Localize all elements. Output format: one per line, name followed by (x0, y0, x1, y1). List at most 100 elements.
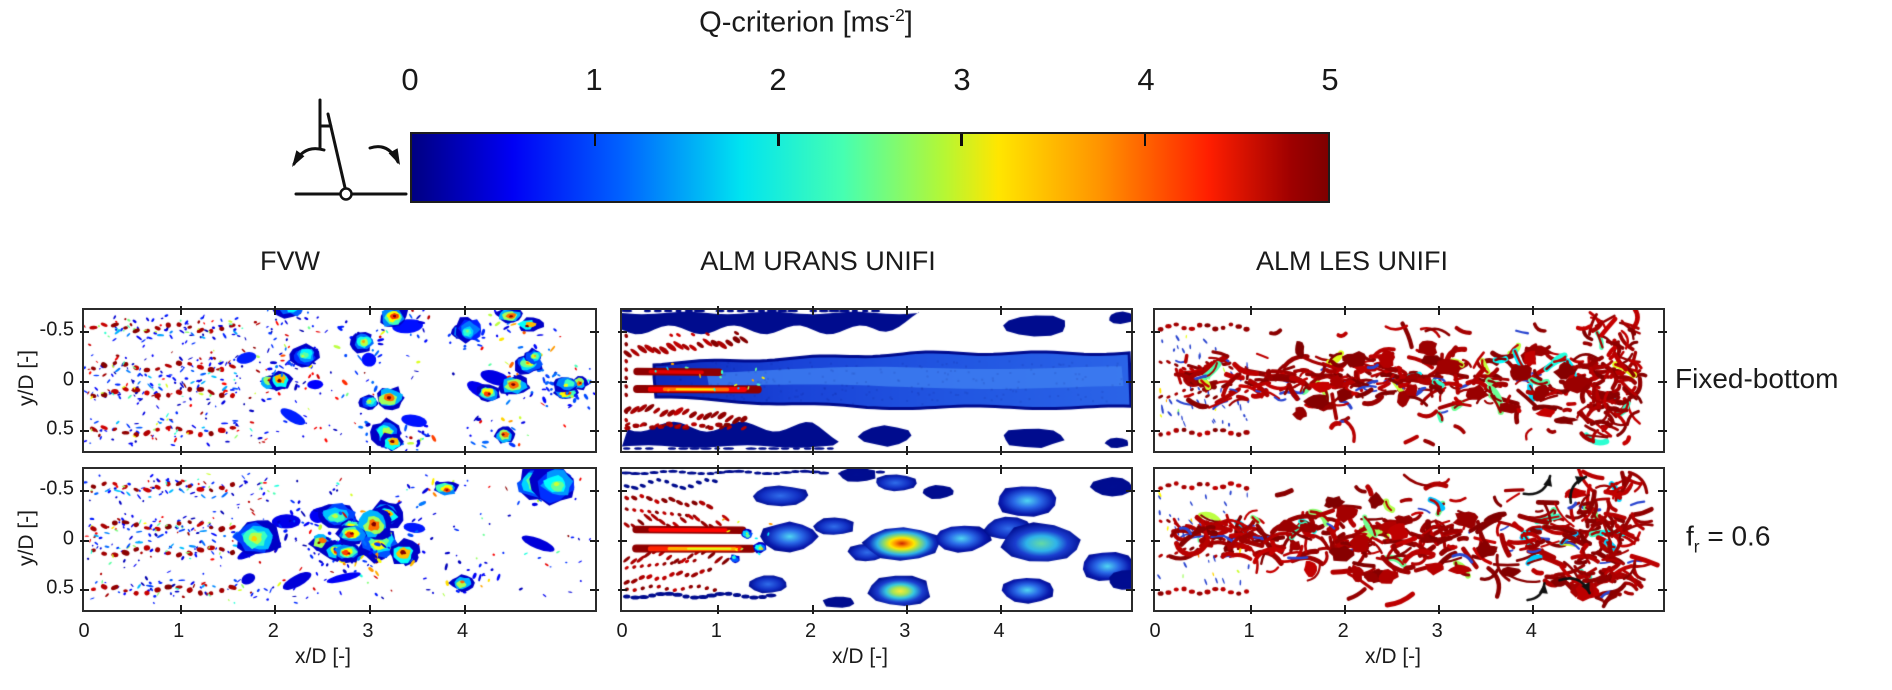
axis-tick (179, 446, 182, 455)
heatmap-urans-fixed-bottom (622, 310, 1131, 451)
colorbar-title-text: Q-criterion [ms (699, 6, 890, 39)
axis-tick (1532, 605, 1535, 614)
axis-tick (80, 489, 89, 492)
heatmap-les-fixed-bottom (1155, 310, 1663, 451)
axis-tick (618, 489, 627, 492)
axis-tick (1151, 539, 1160, 542)
fr-symbol: f (1686, 520, 1694, 552)
axis-tick (618, 380, 627, 383)
axis-tick (1344, 465, 1347, 474)
axis-tick (368, 605, 371, 614)
axis-tick (618, 589, 627, 592)
axis-tick (1438, 306, 1441, 315)
colorbar-title: Q-criterion [ms-2] (699, 5, 913, 40)
axis-tick (1000, 605, 1003, 614)
axis-tick (811, 465, 814, 474)
x-tick-label: 3 (899, 620, 911, 642)
row-label-fr06: fr = 0.6 (1686, 521, 1770, 558)
pitch-arrow-right-head (388, 148, 400, 165)
colorbar-title-exponent: -2 (889, 5, 905, 25)
axis-tick (590, 489, 599, 492)
axis-tick (368, 446, 371, 455)
axis-tick (1151, 430, 1160, 433)
axis-tick (463, 465, 466, 474)
axis-tick (1344, 446, 1347, 455)
axis-tick (717, 306, 720, 315)
axis-tick (618, 539, 627, 542)
colorbar-title-bracket: ] (904, 6, 913, 39)
axis-tick (80, 589, 89, 592)
axis-tick (1126, 430, 1135, 433)
axis-tick (1151, 589, 1160, 592)
axis-tick (1151, 380, 1160, 383)
panel-les-fr06 (1151, 465, 1667, 614)
panel-urans-fixed-bottom (618, 306, 1135, 455)
axis-tick (1250, 465, 1253, 474)
axis-tick (1250, 306, 1253, 315)
x-tick-label: 0 (616, 620, 628, 642)
axis-tick (1658, 330, 1667, 333)
axis-tick (1126, 380, 1135, 383)
axis-tick (1151, 489, 1160, 492)
x-tick-label: 1 (173, 620, 185, 642)
axis-tick (1126, 539, 1135, 542)
y-axis-label-top: y/D [-] (15, 350, 38, 406)
heatmap-urans-fr06 (622, 469, 1131, 610)
colorbar-tick-label: 0 (401, 62, 419, 97)
axis-tick (463, 605, 466, 614)
axis-tick (905, 446, 908, 455)
axis-tick (1532, 446, 1535, 455)
axis-tick (1250, 605, 1253, 614)
column-title-alm-urans: ALM URANS UNIFI (700, 246, 936, 276)
colorbar-tick-label: 1 (585, 62, 603, 97)
pivot-point (339, 187, 353, 201)
fr-subscript: r (1693, 536, 1700, 557)
axis-tick (1126, 330, 1135, 333)
axis-tick (1658, 489, 1667, 492)
x-axis-label-les: x/D [-] (1365, 645, 1421, 668)
axis-tick (1658, 380, 1667, 383)
axis-tick (1151, 330, 1160, 333)
axis-tick (80, 539, 89, 542)
x-tick-label: 1 (710, 620, 722, 642)
x-tick-label: 3 (1431, 620, 1443, 642)
heatmap-fvw-fixed-bottom (84, 310, 595, 451)
heatmap-fvw-fr06 (84, 469, 595, 610)
x-tick-label: 2 (1337, 620, 1349, 642)
fr-value: = 0.6 (1699, 520, 1771, 552)
axis-tick (1344, 306, 1347, 315)
axis-tick (1250, 446, 1253, 455)
axis-tick (618, 330, 627, 333)
x-tick-label: 4 (456, 620, 469, 642)
axis-tick (905, 465, 908, 474)
platform-pitch-icon (292, 98, 408, 201)
axis-tick (717, 605, 720, 614)
axis-tick (463, 306, 466, 315)
axis-tick (179, 306, 182, 315)
y-tick-label: -0.5 (39, 318, 74, 341)
y-tick-label: 0 (62, 368, 74, 390)
y-tick-label: 0.5 (46, 417, 74, 440)
axis-tick (590, 380, 599, 383)
colorbar-tick-label: 2 (769, 62, 787, 97)
axis-tick (80, 330, 89, 333)
axis-tick (905, 605, 908, 614)
axis-tick (1532, 306, 1535, 315)
axis-tick (80, 380, 89, 383)
axis-tick (1438, 446, 1441, 455)
colorbar-tick (960, 134, 963, 146)
x-tick-label: 4 (993, 620, 1005, 642)
axis-tick (1000, 306, 1003, 315)
axis-tick (1000, 465, 1003, 474)
axis-tick (590, 330, 599, 333)
axis-tick (368, 306, 371, 315)
axis-tick (80, 430, 89, 433)
y-axis-label-bottom: y/D [-] (15, 510, 38, 566)
axis-tick (274, 446, 277, 455)
axis-tick (1658, 589, 1667, 592)
axis-tick (717, 465, 720, 474)
axis-tick (274, 605, 277, 614)
colorbar-tick-label: 3 (953, 62, 971, 97)
axis-tick (1126, 589, 1135, 592)
